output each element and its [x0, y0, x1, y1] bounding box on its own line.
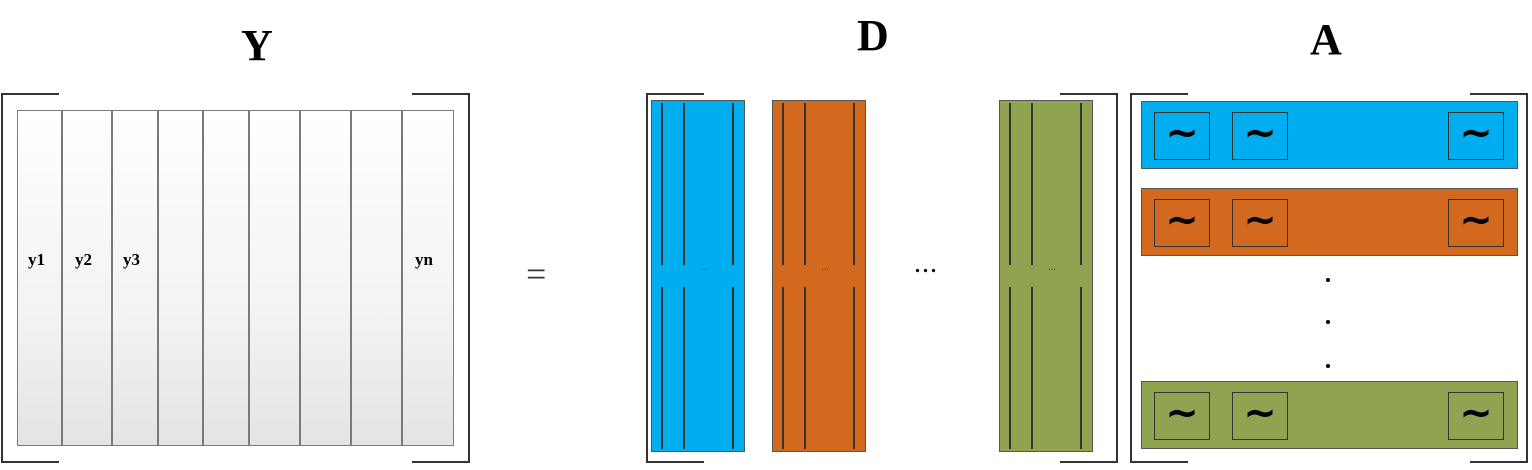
tilde-box: ~	[1232, 199, 1288, 247]
d-column-line	[1080, 103, 1082, 265]
y-label-3: y3	[123, 250, 140, 269]
d-column-blue	[651, 100, 745, 452]
title-d: D	[857, 11, 889, 60]
a-vertical-dot	[1326, 364, 1330, 368]
a-row-green: ~ ~ ~	[1141, 381, 1518, 449]
a-right-bracket	[1470, 93, 1528, 463]
tilde-box: ~	[1232, 112, 1288, 160]
title-a: A	[1310, 15, 1342, 64]
y-column	[158, 110, 203, 446]
d-column-line	[683, 103, 685, 265]
tilde-box: ~	[1448, 199, 1504, 247]
d-column-line	[732, 103, 734, 265]
tilde-box: ~	[1448, 112, 1504, 160]
d-column-line	[804, 103, 806, 265]
d-column-orange	[772, 100, 866, 452]
d-column-line	[853, 287, 855, 449]
y-column	[249, 110, 300, 446]
a-vertical-dot	[1326, 278, 1330, 282]
d-column-line	[661, 103, 663, 265]
d-column-line	[1031, 103, 1033, 265]
d-column-line	[853, 103, 855, 265]
y-column	[112, 110, 158, 446]
a-row-orange: ~ ~ ~	[1141, 188, 1518, 256]
d-column-line	[782, 287, 784, 449]
y-column	[62, 110, 112, 446]
y-column	[203, 110, 249, 446]
d-column-dots: ...	[1048, 262, 1056, 273]
y-label-n: yn	[415, 250, 433, 269]
tilde-box: ~	[1232, 392, 1288, 440]
tilde-box: ~	[1154, 392, 1210, 440]
d-column-line	[1009, 287, 1011, 449]
d-column-dots: ...	[821, 262, 829, 273]
d-column-line	[661, 287, 663, 449]
d-column-dots: ...	[701, 262, 709, 273]
d-column-line	[782, 103, 784, 265]
d-column-line	[732, 287, 734, 449]
y-column	[402, 110, 454, 446]
title-y: Y	[241, 21, 273, 70]
y-column	[351, 110, 402, 446]
equals-sign: =	[526, 254, 547, 294]
y-right-bracket	[412, 93, 470, 463]
tilde-box: ~	[1154, 112, 1210, 160]
d-column-green	[999, 100, 1093, 452]
y-column	[17, 110, 62, 446]
d-left-bracket	[646, 93, 704, 463]
y-left-bracket	[1, 93, 59, 463]
tilde-box: ~	[1154, 199, 1210, 247]
d-column-line	[1080, 287, 1082, 449]
d-column-line	[804, 287, 806, 449]
a-vertical-dot	[1326, 320, 1330, 324]
d-right-bracket	[1060, 93, 1118, 463]
d-column-line	[683, 287, 685, 449]
tilde-box: ~	[1448, 392, 1504, 440]
d-column-line	[1009, 103, 1011, 265]
d-column-line	[1031, 287, 1033, 449]
d-ellipsis: ...	[914, 248, 938, 279]
y-label-1: y1	[28, 250, 45, 269]
y-column	[300, 110, 351, 446]
y-label-2: y2	[75, 250, 92, 269]
a-left-bracket	[1130, 93, 1188, 463]
a-row-blue: ~ ~ ~	[1141, 101, 1518, 169]
